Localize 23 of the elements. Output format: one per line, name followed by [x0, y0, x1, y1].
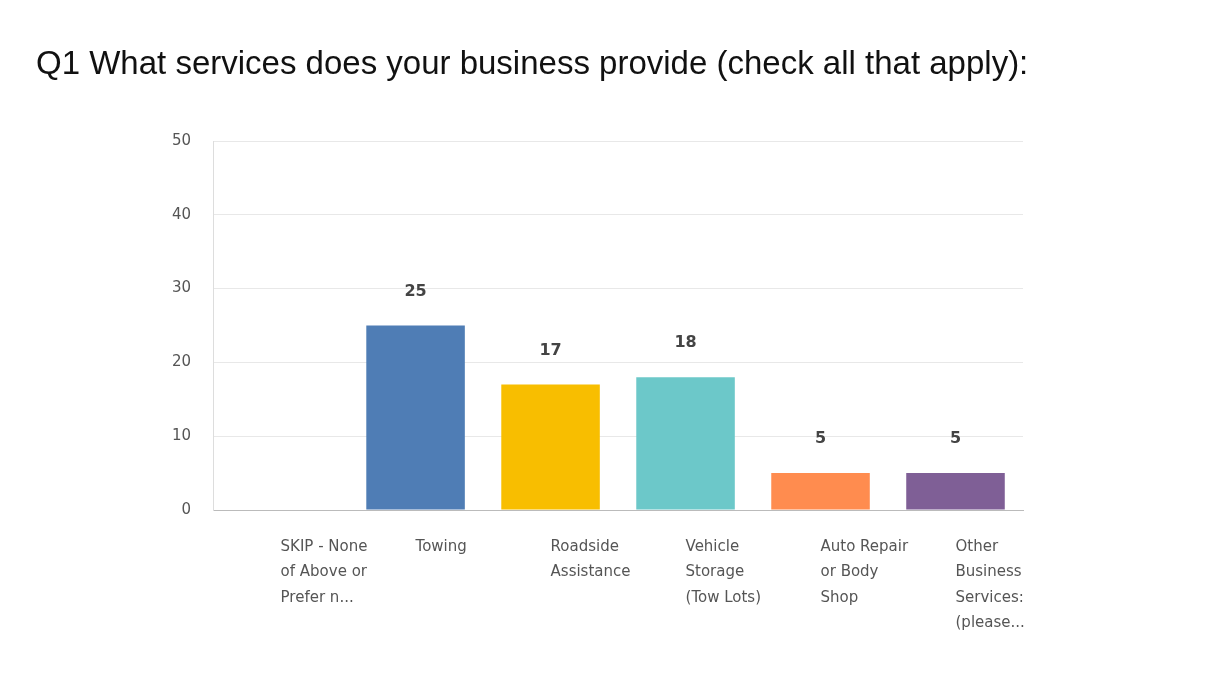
data-label: 5 [814, 428, 827, 448]
x-tick-label: Vehicle Storage (Tow Lots) [685, 536, 762, 606]
chart-title: Q1 What services does your business provide (check all that apply): [35, 43, 1030, 83]
data-label: 18 [674, 332, 697, 352]
bar [501, 384, 600, 510]
x-tick-label: Other Business Services: (please... [955, 536, 1025, 632]
y-tick-label: 30 [171, 278, 192, 297]
data-label: 25 [404, 280, 427, 300]
bar [366, 325, 465, 510]
y-tick-label: 10 [171, 426, 192, 445]
bar [906, 473, 1005, 510]
y-tick-label: 0 [181, 499, 192, 518]
y-tick-label: 40 [171, 204, 192, 223]
x-tick-label: Roadside Assistance [550, 536, 631, 581]
y-tick-label: 50 [171, 130, 192, 149]
x-tick-label: SKIP - None of Above or Prefer n... [280, 536, 368, 606]
x-tick-label: Auto Repair or Body Shop [820, 536, 909, 606]
data-label: 5 [949, 428, 962, 448]
bar [771, 473, 870, 510]
x-tick-label: Towing [414, 536, 467, 555]
bar [636, 377, 735, 510]
data-label: 17 [539, 339, 562, 359]
y-tick-label: 20 [171, 352, 192, 371]
